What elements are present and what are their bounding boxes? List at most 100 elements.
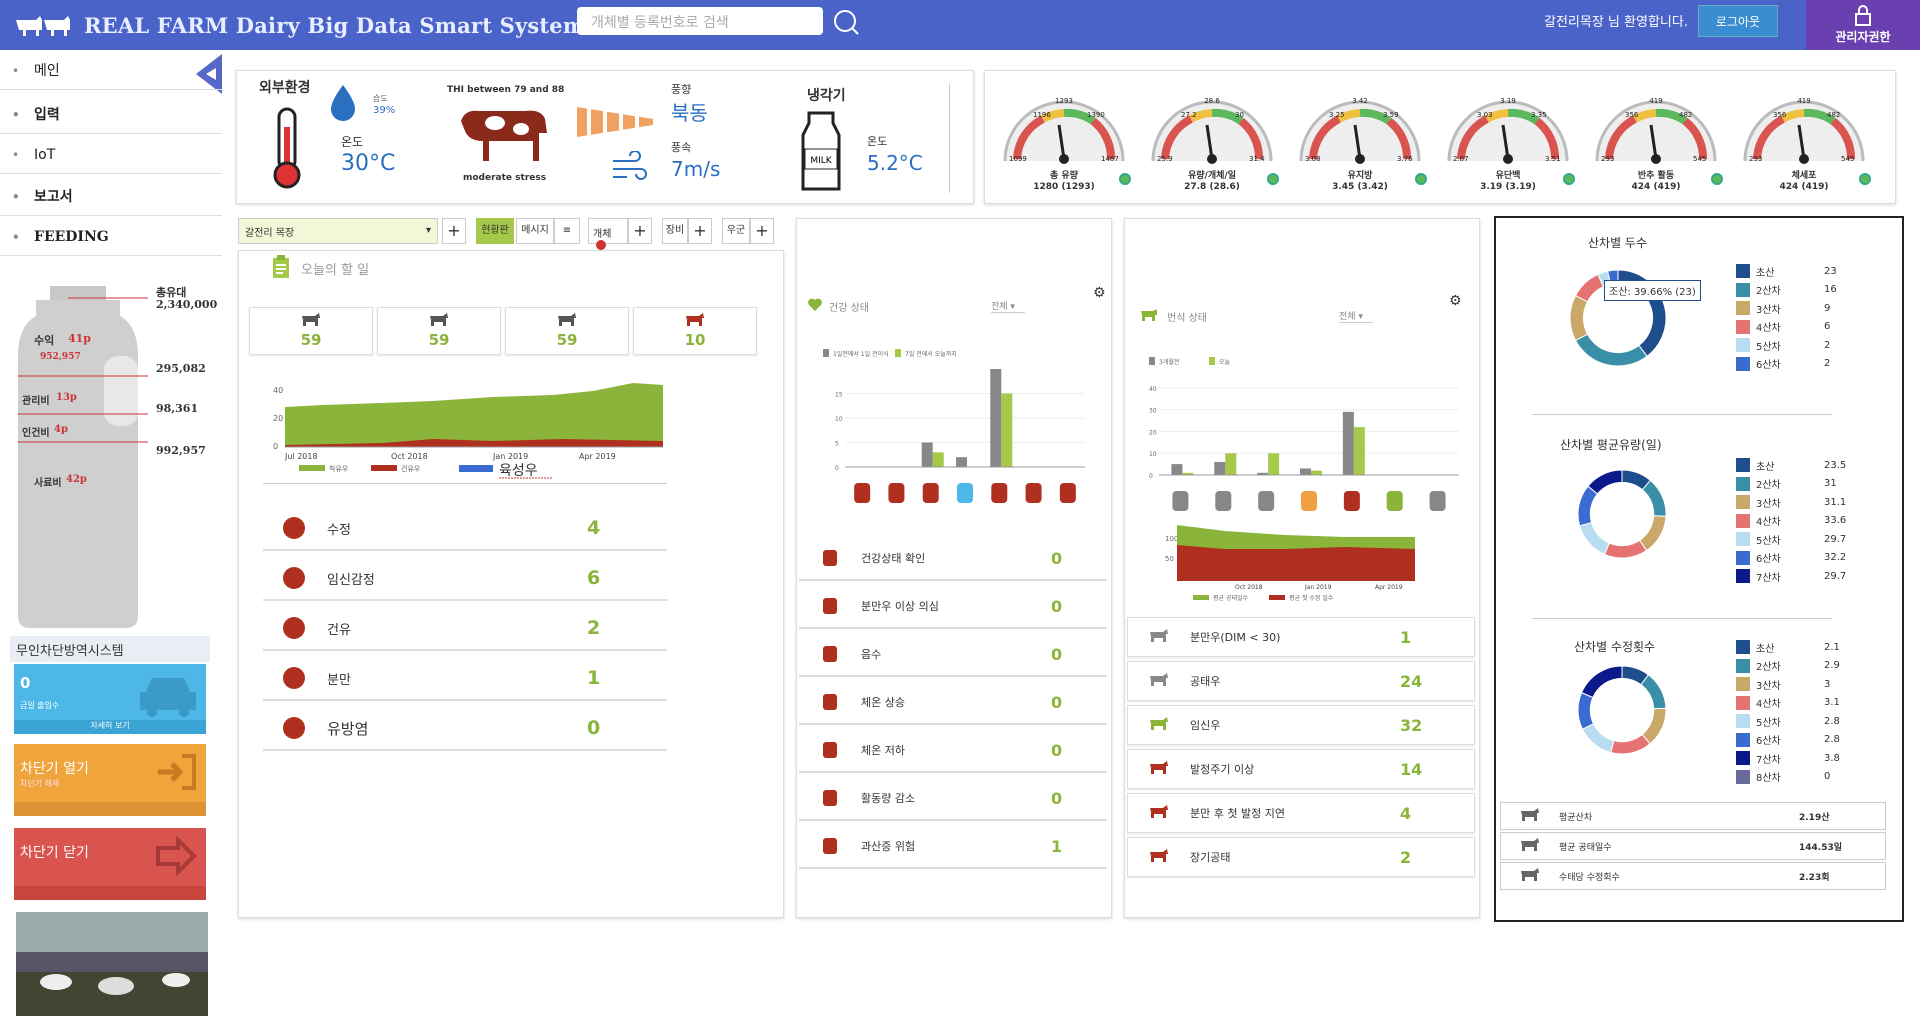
breed-row[interactable]: 임신우 32 (1127, 705, 1475, 745)
health-row[interactable]: 건강상태 확인 0 (799, 537, 1107, 581)
todo-row-value: 1 (587, 667, 601, 689)
pregnancy-check-icon (283, 567, 305, 589)
search-input[interactable]: 개체별 등록번호로 검색 (577, 7, 823, 35)
barrier-close-button[interactable]: 차단기 닫기 (14, 828, 206, 900)
sidebar-item-iot[interactable]: IoT (0, 136, 222, 174)
gear-icon[interactable]: ⚙ (1449, 293, 1462, 309)
legend-label: 3개월전 (1159, 358, 1179, 366)
health-row[interactable]: 분만우 이상 의심 0 (799, 585, 1107, 629)
health-row-value: 0 (1051, 644, 1063, 664)
health-row-value: 0 (1051, 596, 1063, 616)
cow-group-button[interactable]: 우군 (722, 218, 750, 244)
todo-row-label: 임신감정 (327, 572, 375, 588)
health-row[interactable]: 과산증 위험 1 (799, 825, 1107, 869)
todo-row[interactable]: 분만 1 (263, 657, 667, 701)
breed-filter-select[interactable]: 전체 ▾ (1339, 309, 1373, 323)
add-object-button[interactable]: + (628, 218, 652, 244)
gauge-tick: 419 (1797, 97, 1810, 105)
health-row-label: 음수 (861, 648, 882, 661)
breed-row[interactable]: 장기공태 2 (1127, 837, 1475, 877)
sidebar-item-report[interactable]: 보고서 (0, 178, 222, 216)
health-row[interactable]: 체온 저하 0 (799, 729, 1107, 773)
breed-row-value: 14 (1400, 759, 1423, 779)
todo-card[interactable]: 59 (505, 307, 629, 355)
category-icon (1172, 491, 1189, 511)
entry-detail-link[interactable]: 자세히 보기 (14, 720, 206, 734)
legend-label: 초산 (1756, 461, 1775, 473)
breed-row[interactable]: 분만 후 첫 발정 지연 4 (1127, 793, 1475, 833)
farm-select[interactable]: 갈전리 목장 ▾ (238, 218, 438, 244)
health-status-icon (823, 598, 837, 614)
brand[interactable]: REAL FARM Dairy Big Data Smart System (14, 6, 585, 44)
health-row[interactable]: 활동량 감소 0 (799, 777, 1107, 821)
todo-row[interactable]: 수정 4 (263, 507, 667, 551)
category-icon (1301, 491, 1317, 511)
breed-row-label: 분만 후 첫 발정 지연 (1190, 807, 1285, 820)
bar (1342, 411, 1354, 475)
admin-button[interactable]: 관리자권한 (1806, 0, 1920, 50)
equip-button[interactable]: 장비 (662, 218, 688, 244)
todo-card[interactable]: 59 (249, 307, 373, 355)
legend-dry: 건유우 (401, 464, 421, 473)
filter-icon[interactable]: ≡ (554, 218, 580, 244)
todo-card[interactable]: 10 (633, 307, 757, 355)
y-tick: 10 (1149, 451, 1157, 458)
income-label: 수익 (34, 334, 55, 347)
cow-cross-icon (634, 312, 756, 331)
humidity-value: 39% (373, 105, 396, 116)
health-status-icon (823, 550, 837, 566)
message-button[interactable]: 메시지 (516, 218, 554, 244)
legend-value: 29.7 (1824, 570, 1847, 582)
health-row[interactable]: 음수 0 (799, 633, 1107, 677)
gauge-tick: 3.59 (1383, 111, 1399, 119)
add-cow-group-button[interactable]: + (750, 218, 774, 244)
breed-row[interactable]: 발정주기 이상 14 (1127, 749, 1475, 789)
barrier-open-sub: 차단기 해제 (20, 779, 60, 788)
sidebar-item-feeding[interactable]: FEEDING (0, 218, 222, 256)
gauge-dial: 3.25 3.42 3.59 3.08 3.76 (1299, 97, 1421, 164)
legend-label: 1일전에서 1일 전이식 (833, 350, 889, 358)
temp-value: 30°C (341, 151, 396, 176)
cow-status-icon (1148, 760, 1170, 779)
health-filter-select[interactable]: 전체 ▾ (991, 299, 1025, 313)
mastitis-icon (283, 717, 305, 739)
legend-label: 7산차 (1756, 754, 1781, 766)
gauge-tick: 419 (1649, 97, 1662, 105)
milk-bottle-chart (18, 286, 148, 628)
breeding-panel: 번식 상태 전체 ▾ ⚙ 40 30 20 10 0 3개월전 오늘 100 50 Oct … (1124, 218, 1480, 918)
legend-item: 초산 2.1 (1736, 638, 1840, 656)
gauge-tick: 25.9 (1157, 155, 1173, 163)
add-farm-button[interactable]: + (442, 218, 466, 244)
breed-row[interactable]: 공태우 24 (1127, 661, 1475, 701)
category-icon (1025, 483, 1042, 503)
legend-open-days: 평균 공태일수 (1213, 594, 1249, 602)
sidebar-item-input[interactable]: 입력 (0, 96, 222, 134)
entry-count-card[interactable]: 0 금일 출입수 자세히 보기 (14, 664, 206, 734)
object-button[interactable]: 개체 (588, 218, 628, 250)
barrier-open-button[interactable]: 차단기 열기 차단기 해제 (14, 744, 206, 816)
legend-label: 3산차 (1756, 498, 1781, 510)
status-button[interactable]: 현황판 (476, 218, 514, 244)
todo-card[interactable]: 59 (377, 307, 501, 355)
legend-item: 8산차 0 (1736, 768, 1830, 786)
logout-button[interactable]: 로그아웃 (1698, 5, 1778, 37)
entry-count: 0 (20, 674, 31, 692)
todo-row[interactable]: 건유 2 (263, 607, 667, 651)
cctv-thumbnail[interactable] (16, 912, 208, 1016)
donut-slice (1577, 691, 1595, 730)
search-icon[interactable] (832, 8, 860, 36)
object-label: 개체 (593, 229, 612, 240)
todo-row[interactable]: 유방염 0 (263, 707, 667, 751)
environment-panel: 외부환경 습도 39% 온도 30°C THI between 79 and 8… (236, 70, 974, 204)
sidebar-item-main[interactable]: 메인 (0, 52, 222, 90)
legend-label: 초산 (1756, 267, 1775, 279)
parity-milk-donut (1577, 469, 1667, 559)
gear-icon[interactable]: ⚙ (1093, 285, 1106, 301)
breed-row[interactable]: 분만우(DIM < 30) 1 (1127, 617, 1475, 657)
legend-item: 5산차 29.7 (1736, 530, 1846, 548)
add-equip-button[interactable]: + (688, 218, 712, 244)
health-bar-chart: 15 10 5 0 1일전에서 1일 전이식 7일 전에서 오늘까지 (823, 349, 1085, 503)
gauge-tick: 356 (1773, 111, 1787, 119)
todo-row[interactable]: 임신감정 6 (263, 557, 667, 601)
health-row[interactable]: 체온 상승 0 (799, 681, 1107, 725)
